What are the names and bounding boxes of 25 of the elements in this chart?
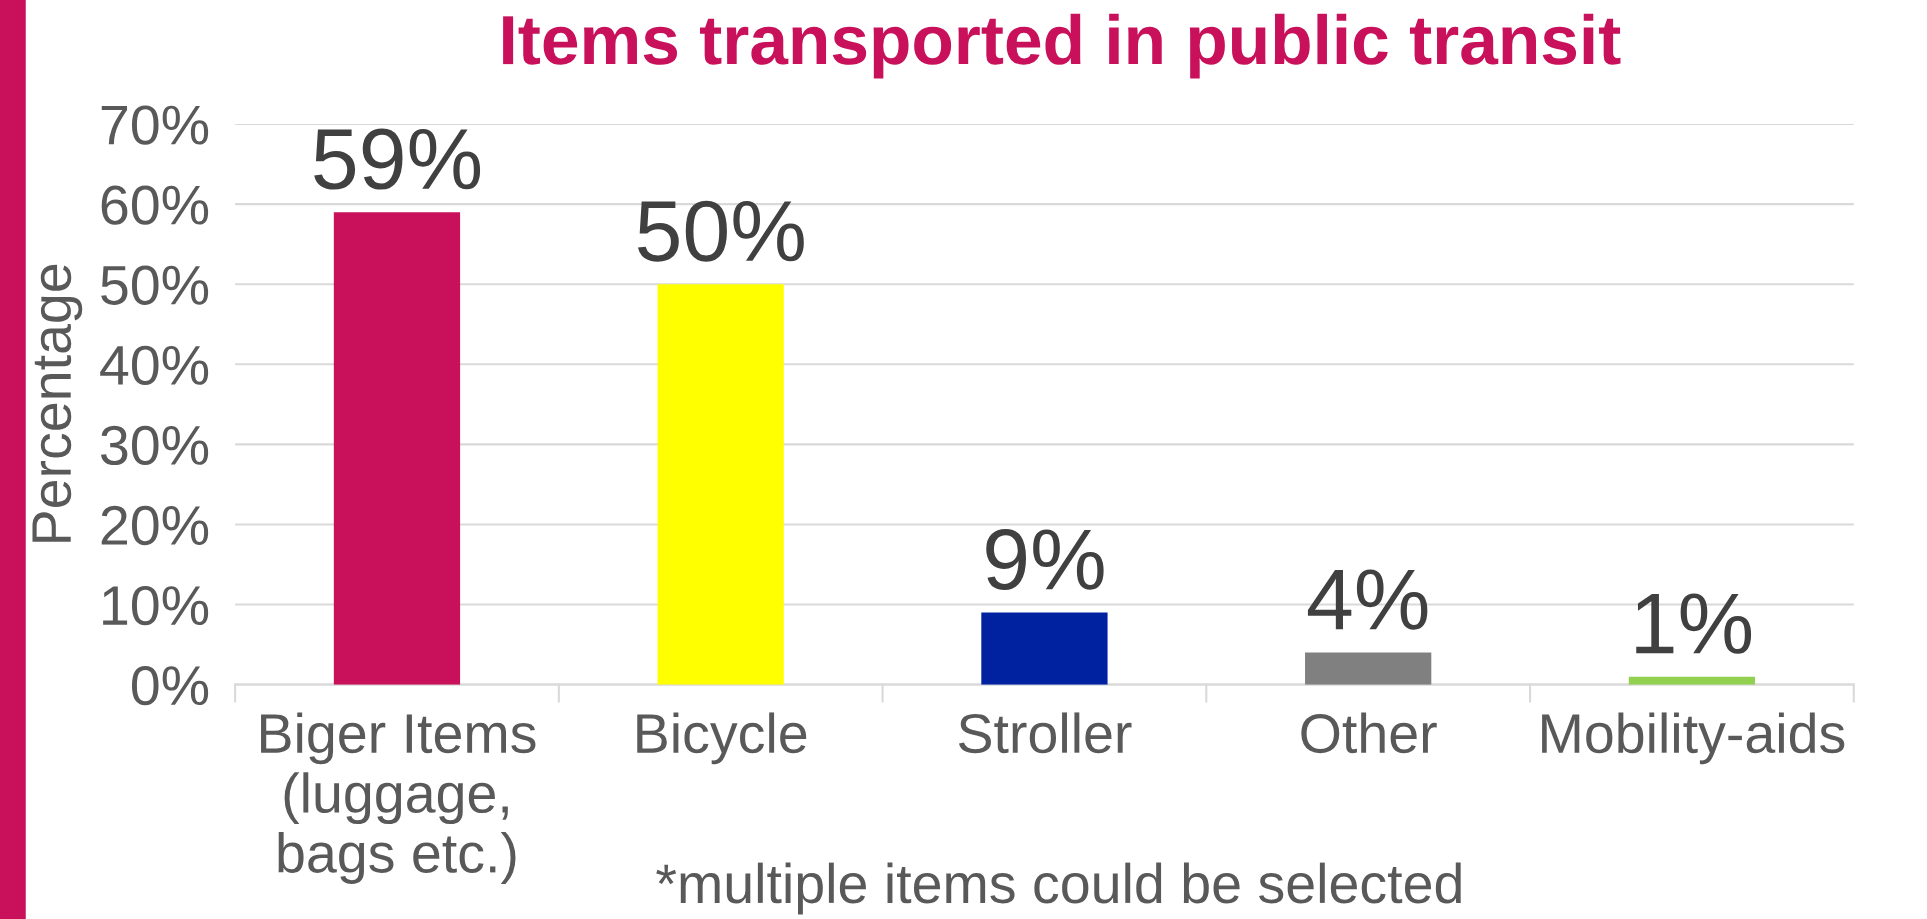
bar <box>1305 652 1432 685</box>
x-tick-label: Mobility-aids <box>1542 712 1845 765</box>
y-axis-title: Percentage <box>32 264 83 542</box>
data-label: 59% <box>314 128 481 190</box>
data-label: 4% <box>1307 569 1428 630</box>
x-tick-label: Bicycle <box>637 712 807 765</box>
text: *multiple items could be selected <box>656 862 1461 915</box>
chart-title: Items transported in public transit <box>503 13 1621 79</box>
data-label: 1% <box>1636 593 1752 654</box>
data-label: 50% <box>637 200 804 262</box>
bar <box>333 212 461 685</box>
y-tick-label: 40% <box>100 345 209 385</box>
y-tick-label: 20% <box>101 505 209 546</box>
y-tick-label: 50% <box>101 265 209 305</box>
y-tick-label: 60% <box>101 185 209 225</box>
y-tick-label: 0% <box>131 665 209 706</box>
bar <box>657 284 784 685</box>
bar <box>981 612 1108 685</box>
x-tick-label: Biger Items (luggage, bags etc.) <box>261 712 536 884</box>
y-tick-label: 70% <box>101 105 209 145</box>
y-tick-label: 30% <box>101 425 209 466</box>
x-tick-label: Other <box>1301 712 1437 754</box>
y-tick-label: 10% <box>103 585 209 626</box>
data-label: 9% <box>986 529 1104 590</box>
x-tick-label: Stroller <box>958 712 1132 754</box>
